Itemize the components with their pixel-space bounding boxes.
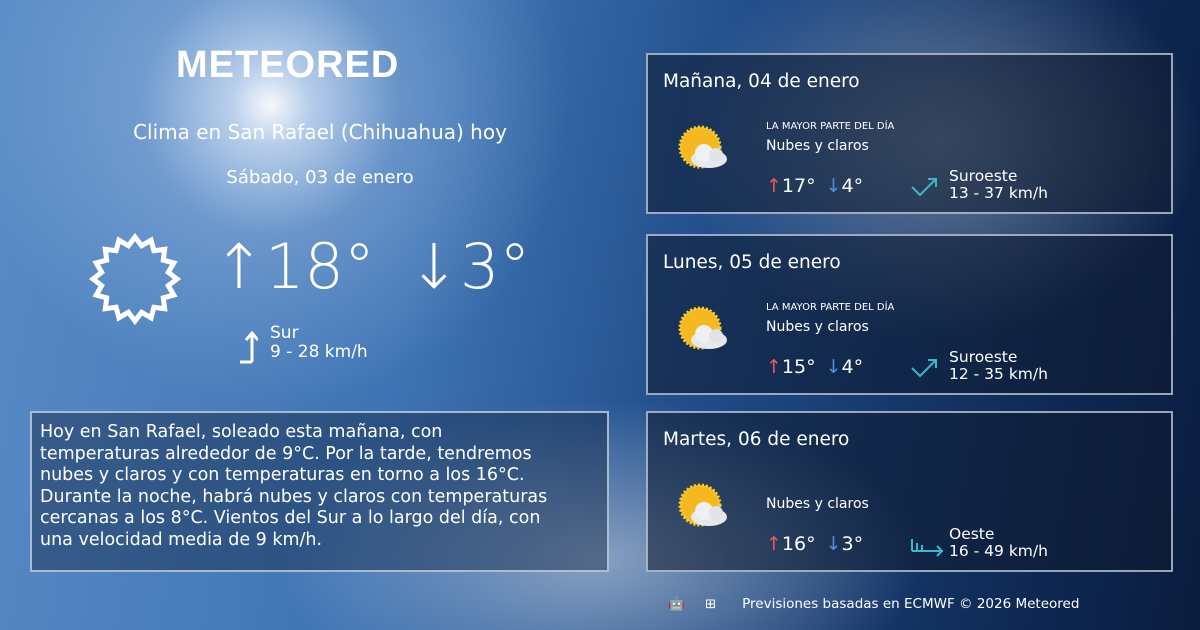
forecast-day: Martes, 06 de enero [663,429,850,450]
forecast-wind-speed: 12 - 35 km/h [949,365,1048,383]
forecast-wind-dir: Suroeste [949,348,1018,366]
partly-cloudy-icon [678,483,727,527]
forecast-day: Mañana, 04 de enero [663,71,860,92]
forecast-card[interactable]: Martes, 06 de enero Nubes y claros ↑16° ↓… [646,411,1173,572]
wind-south-icon [240,330,258,364]
wind-direction-icon [911,359,937,378]
forecast-wind-speed: 16 - 49 km/h [949,542,1048,560]
forecast-period: LA MAYOR PARTE DEL DÍA [766,302,895,313]
today-wind: Sur 9 - 28 km/h [270,323,368,362]
forecast-card[interactable]: Lunes, 05 de enero LA MAYOR PARTE DEL DÍ… [646,234,1173,395]
arrow-down-icon: ↓ [825,533,842,555]
forecast-wind-speed: 13 - 37 km/h [949,184,1048,202]
footer-text: Previsiones basadas en ECMWF © 2026 Mete… [742,596,1080,612]
arrow-down-icon: ↓ [408,230,460,303]
forecast-max: 17° [781,175,816,197]
arrow-down-icon: ↓ [825,175,842,197]
footer: 🤖 ⊞ Previsiones basadas en ECMWF © 2026 … [668,596,1079,612]
arrow-down-icon: ↓ [825,356,842,378]
forecast-period: LA MAYOR PARTE DEL DÍA [766,121,895,132]
forecast-min: 4° [841,356,864,378]
forecast-max: 16° [781,533,816,555]
today-date: Sábado, 03 de enero [226,167,414,188]
meteored-logo: METEORED [176,44,400,86]
wind-direction-icon [911,539,944,557]
wind-direction-icon [911,178,937,197]
arrow-up-icon: ↑ [213,230,265,303]
page-title: Clima en San Rafael (Chihuahua) hoy [133,120,507,144]
forecast-condition: Nubes y claros [766,319,869,335]
weather-description: Hoy en San Rafael, soleado esta mañana, … [30,411,609,572]
arrow-up-icon: ↑ [766,533,782,555]
today-max: ↑ 18° [213,230,375,303]
arrow-up-icon: ↑ [766,175,782,197]
android-icon[interactable]: 🤖 [668,596,685,612]
forecast-wind-dir: Oeste [949,525,995,543]
forecast-wind-dir: Suroeste [949,167,1018,185]
arrow-up-icon: ↑ [766,356,782,378]
forecast-min: 3° [841,533,864,555]
forecast-condition: Nubes y claros [766,496,869,512]
forecast-card[interactable]: Mañana, 04 de enero LA MAYOR PARTE DEL D… [646,53,1173,214]
forecast-condition: Nubes y claros [766,138,869,154]
forecast-min: 4° [841,175,864,197]
forecast-max: 15° [781,356,816,378]
windows-icon[interactable]: ⊞ [704,596,717,612]
forecast-day: Lunes, 05 de enero [663,252,841,273]
sun-icon [88,232,182,326]
partly-cloudy-icon [678,306,727,350]
today-min: ↓ 3° [408,230,531,303]
partly-cloudy-icon [678,125,727,169]
